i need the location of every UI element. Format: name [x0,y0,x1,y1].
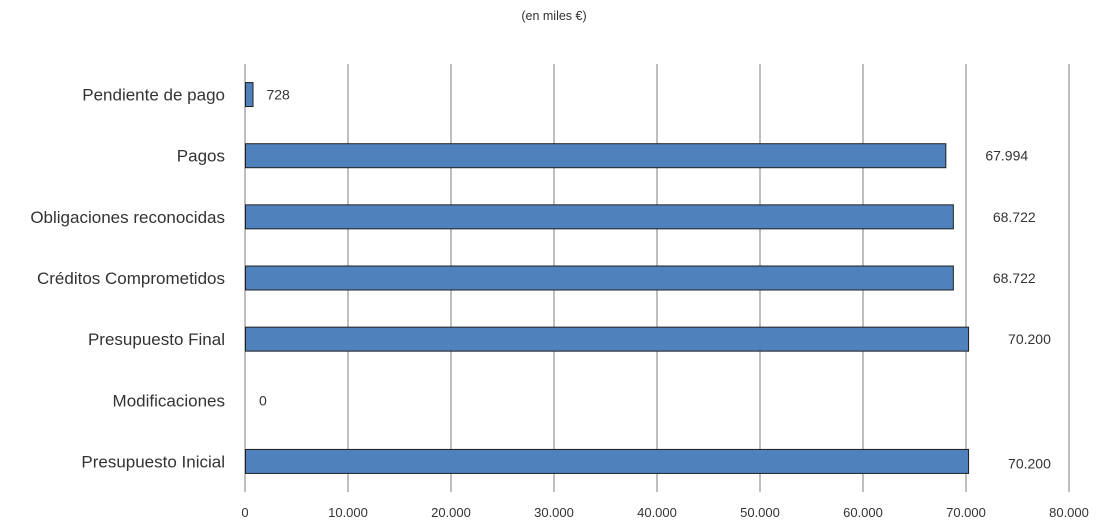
data-label: 70.200 [1008,331,1051,347]
data-label: 67.994 [985,148,1028,164]
x-tick-labels: 0 10.000 20.000 30.000 40.000 50.000 60.000 70.… [241,505,1089,520]
bar [245,82,254,108]
category-label: Pagos [177,147,225,166]
category-label: Créditos Comprometidos [37,269,225,288]
bars [245,82,970,474]
x-tick-label: 80.000 [1049,505,1089,520]
data-label: 728 [266,87,290,103]
x-tick-label: 70.000 [946,505,986,520]
data-labels: 70.200 0 70.200 68.722 68.722 67.994 728 [259,87,1051,472]
data-label: 0 [259,392,267,408]
x-tick-label: 10.000 [328,505,368,520]
chart-subtitle: (en miles €) [521,9,586,23]
category-label: Pendiente de pago [82,86,225,105]
x-tick-label: 30.000 [534,505,574,520]
data-label: 68.722 [993,270,1036,286]
bar [245,448,970,474]
x-tick-label: 0 [241,505,248,520]
category-labels: Presupuesto Inicial Modificaciones Presupu… [30,86,225,472]
category-label: Modificaciones [113,391,225,410]
x-tick-label: 60.000 [843,505,883,520]
x-tick-label: 40.000 [637,505,677,520]
x-tick-label: 50.000 [740,505,780,520]
bar [245,143,947,169]
x-tick-label: 20.000 [431,505,471,520]
bar [245,204,954,230]
bar [245,265,954,291]
data-label: 68.722 [993,209,1036,225]
category-label: Obligaciones reconocidas [30,208,225,227]
bar [245,326,970,352]
category-label: Presupuesto Inicial [81,452,225,471]
category-label: Presupuesto Final [88,330,225,349]
data-label: 70.200 [1008,455,1051,471]
